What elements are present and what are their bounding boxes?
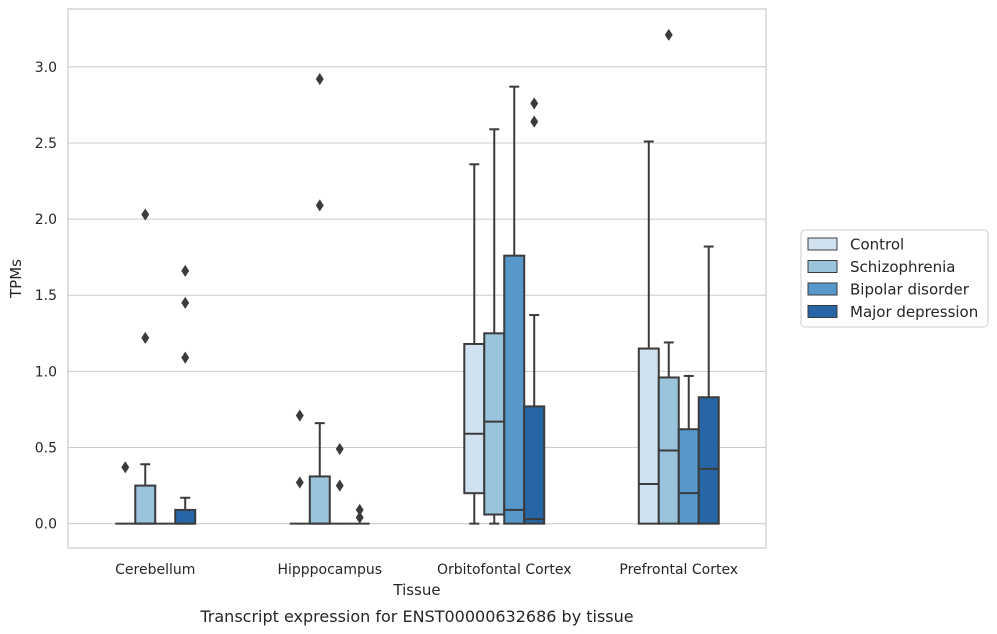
legend-label: Schizophrenia xyxy=(850,258,955,276)
box-major-depression-2 xyxy=(523,97,546,525)
box-bipolar-disorder-3 xyxy=(677,374,700,525)
legend: Control Schizophrenia Bipolar disorder Majo… xyxy=(800,229,989,328)
legend-swatch xyxy=(807,305,838,318)
outlier-point xyxy=(181,351,190,364)
outlier-point xyxy=(181,296,190,309)
legend-frame xyxy=(800,229,989,328)
box-schizophrenia-2 xyxy=(483,128,506,525)
x-tick-label: Cerebellum xyxy=(115,562,195,578)
box-body xyxy=(174,508,197,525)
y-tick-label: 2.0 xyxy=(35,212,57,228)
x-axis-label: Tissue xyxy=(392,581,440,599)
box-control-0 xyxy=(115,461,136,525)
legend-label: Control xyxy=(850,236,904,254)
box-major-depression-1 xyxy=(349,503,370,525)
legend-label: Bipolar disorder xyxy=(850,281,970,299)
outlier-point xyxy=(664,28,673,41)
box-body xyxy=(308,475,331,525)
outlier-point xyxy=(355,511,364,524)
y-axis-label: TPMs xyxy=(7,259,25,299)
box-body xyxy=(677,428,700,525)
legend-label: Major depression xyxy=(850,303,978,321)
box-control-2 xyxy=(463,163,486,525)
x-tick-label: Prefrontal Cortex xyxy=(619,562,738,578)
box-major-depression-0 xyxy=(174,264,197,525)
chart-caption: Transcript expression for ENST0000063268… xyxy=(199,607,633,626)
y-gridlines xyxy=(68,66,766,525)
box-bipolar-disorder-1 xyxy=(329,442,350,525)
box-control-3 xyxy=(637,140,660,525)
outlier-point xyxy=(121,461,130,474)
legend-swatch xyxy=(807,260,838,273)
box-body xyxy=(697,396,720,525)
box-control-1 xyxy=(289,409,310,525)
outlier-point xyxy=(295,409,304,422)
box-body xyxy=(134,484,157,525)
box-bipolar-disorder-2 xyxy=(503,85,526,525)
outlier-point xyxy=(530,115,539,128)
outlier-point xyxy=(315,72,324,86)
box-body xyxy=(483,332,506,516)
y-tick-label: 1.0 xyxy=(35,364,57,380)
box-schizophrenia-1 xyxy=(308,72,331,525)
outlier-point xyxy=(315,199,324,212)
legend-swatch xyxy=(807,237,838,251)
box-body xyxy=(463,342,486,495)
box-body xyxy=(523,405,546,525)
outlier-point xyxy=(295,476,304,489)
outlier-point xyxy=(141,331,150,344)
y-tick-label: 2.5 xyxy=(35,136,57,152)
x-tick-labels: Cerebellum Hipppocampus Orbitofontal Corte… xyxy=(115,562,738,578)
box-body xyxy=(503,254,526,525)
y-tick-label: 0.5 xyxy=(35,441,57,457)
box-body xyxy=(637,347,660,525)
x-tick-label: Orbitofontal Cortex xyxy=(437,562,572,578)
x-tick-label: Hipppocampus xyxy=(277,562,382,578)
outlier-point xyxy=(335,479,344,492)
outlier-point xyxy=(335,442,344,456)
outlier-point xyxy=(530,97,539,110)
outlier-point xyxy=(141,208,150,221)
box-schizophrenia-3 xyxy=(657,28,680,525)
y-tick-label: 1.5 xyxy=(35,288,57,304)
y-tick-label: 0.0 xyxy=(35,517,57,533)
outlier-point xyxy=(181,264,190,277)
box-major-depression-3 xyxy=(697,245,720,525)
box-series xyxy=(115,28,720,525)
legend-swatch xyxy=(807,282,838,296)
y-tick-label: 3.0 xyxy=(35,60,57,76)
plot-frame xyxy=(67,8,767,549)
y-tick-labels: 0.0 0.5 1.0 1.5 2.0 2.5 3.0 xyxy=(35,60,57,533)
box-schizophrenia-0 xyxy=(134,208,157,525)
